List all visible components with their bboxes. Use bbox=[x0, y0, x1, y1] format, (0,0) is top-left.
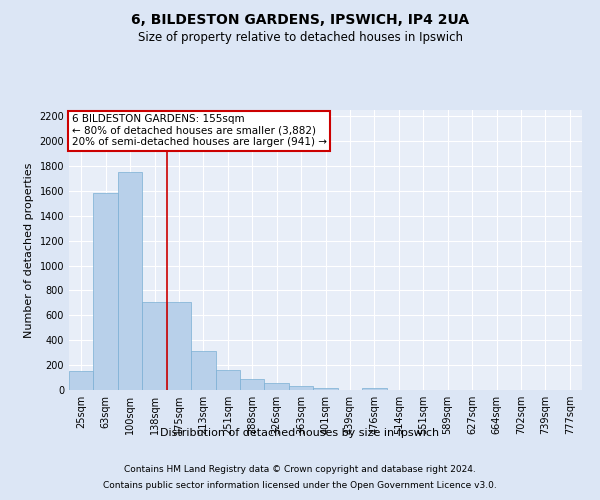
Bar bbox=[94, 193, 118, 390]
Bar bbox=[362, 388, 386, 390]
Text: Contains public sector information licensed under the Open Government Licence v3: Contains public sector information licen… bbox=[103, 480, 497, 490]
Bar bbox=[167, 302, 191, 390]
Bar bbox=[289, 386, 313, 390]
Bar bbox=[313, 388, 338, 390]
Y-axis label: Number of detached properties: Number of detached properties bbox=[24, 162, 34, 338]
Text: 6, BILDESTON GARDENS, IPSWICH, IP4 2UA: 6, BILDESTON GARDENS, IPSWICH, IP4 2UA bbox=[131, 13, 469, 27]
Bar bbox=[142, 302, 167, 390]
Text: Distribution of detached houses by size in Ipswich: Distribution of detached houses by size … bbox=[160, 428, 440, 438]
Bar bbox=[69, 370, 94, 390]
Text: Size of property relative to detached houses in Ipswich: Size of property relative to detached ho… bbox=[137, 31, 463, 44]
Bar bbox=[240, 379, 265, 390]
Text: 6 BILDESTON GARDENS: 155sqm
← 80% of detached houses are smaller (3,882)
20% of : 6 BILDESTON GARDENS: 155sqm ← 80% of det… bbox=[71, 114, 326, 148]
Bar bbox=[191, 351, 215, 390]
Bar bbox=[265, 383, 289, 390]
Text: Contains HM Land Registry data © Crown copyright and database right 2024.: Contains HM Land Registry data © Crown c… bbox=[124, 464, 476, 473]
Bar bbox=[215, 370, 240, 390]
Bar bbox=[118, 172, 142, 390]
